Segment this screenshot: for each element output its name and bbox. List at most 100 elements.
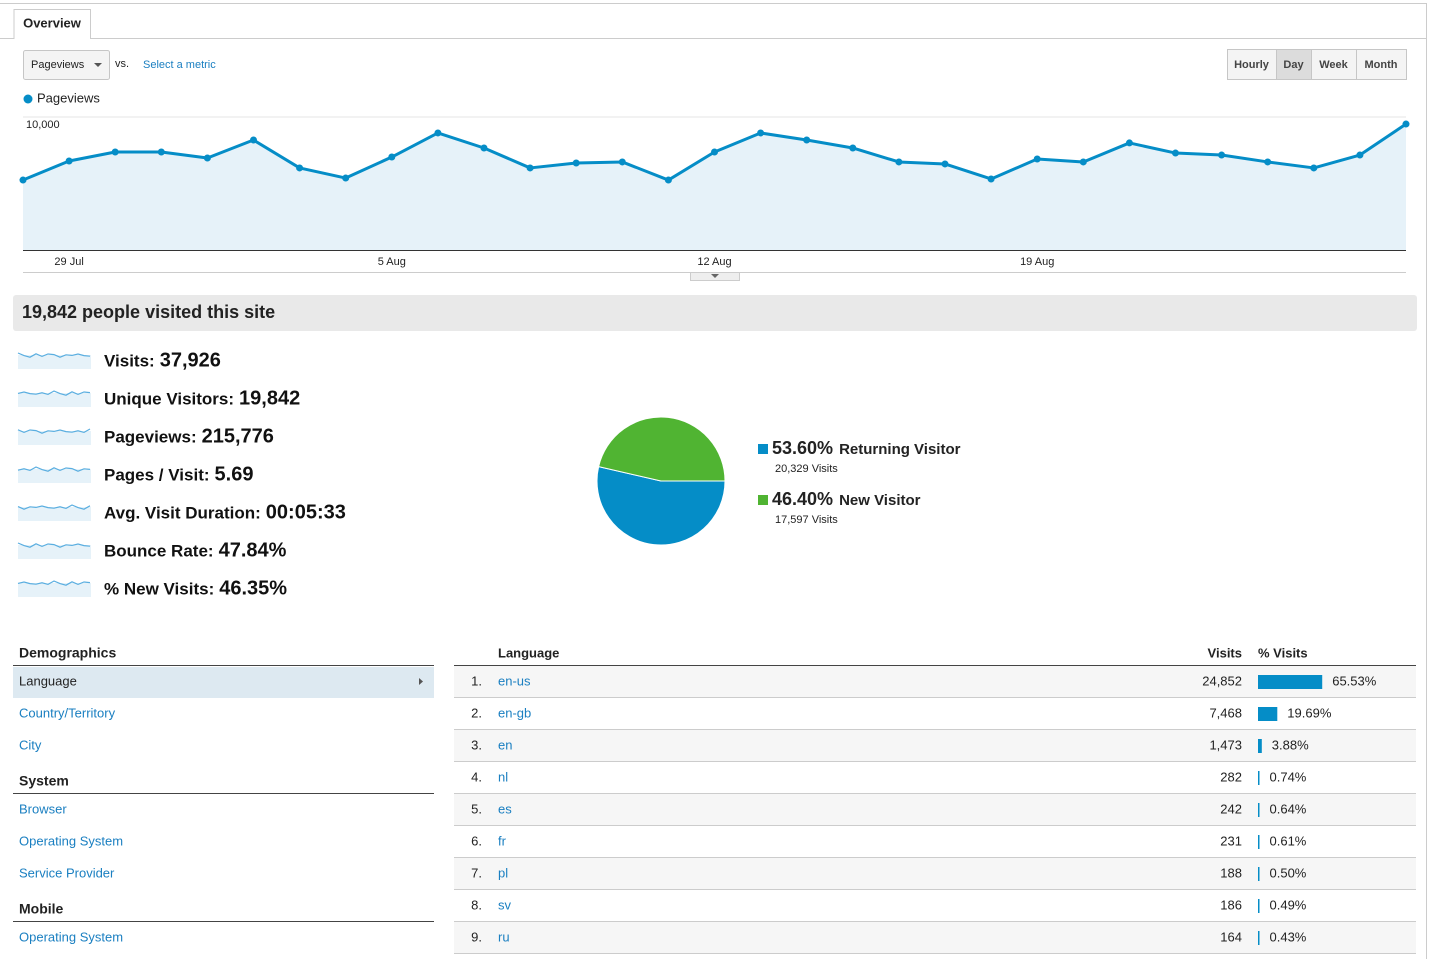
legend-label: Pageviews: [37, 90, 100, 105]
row-pct: 0.61%: [1270, 833, 1307, 848]
row-language[interactable]: pl: [498, 865, 508, 880]
interval-button[interactable]: [1356, 49, 1407, 80]
point: [572, 159, 580, 167]
point: [1172, 149, 1179, 157]
row-language[interactable]: es: [498, 801, 512, 816]
nav-arrow: [419, 678, 423, 685]
row-pct: 0.74%: [1270, 769, 1307, 784]
pie-percent: 53.60%: [772, 438, 833, 458]
metric-select[interactable]: [23, 50, 110, 80]
x-tick-label: 12 Aug: [697, 256, 731, 268]
vs-label: vs.: [115, 58, 129, 70]
metric-label: Avg. Visit Duration:: [104, 503, 261, 522]
pct-bar: [1258, 675, 1323, 689]
sparkline-area: [18, 469, 91, 483]
point: [203, 154, 211, 162]
sparkline: [17, 504, 91, 510]
point: [711, 148, 718, 156]
pie-slice: [596, 466, 726, 546]
row-language[interactable]: fr: [498, 833, 507, 848]
sparkline: [17, 352, 91, 358]
pct-bar: [1258, 707, 1278, 721]
select-metric-link[interactable]: Select a metric: [143, 59, 216, 71]
sparkline: [17, 580, 91, 586]
row-visits: 164: [1220, 929, 1242, 944]
interval-button[interactable]: [1227, 49, 1277, 80]
nav-item[interactable]: Operating System: [19, 929, 123, 944]
row-rank: 6.: [471, 833, 482, 848]
interval-label: Month: [1365, 59, 1398, 71]
row-rank: 9.: [471, 929, 482, 944]
interval-label: Week: [1319, 59, 1348, 71]
point: [895, 158, 903, 166]
nav-active: [13, 667, 434, 698]
point: [111, 148, 119, 156]
pct-bar: [1258, 931, 1260, 945]
row-language[interactable]: en: [498, 737, 512, 752]
point: [19, 176, 27, 184]
metric-label: Bounce Rate:: [104, 541, 214, 560]
row-rank: 5.: [471, 801, 482, 816]
nav-item[interactable]: City: [19, 737, 42, 752]
nav-item[interactable]: Browser: [19, 801, 67, 816]
point: [1218, 151, 1226, 159]
row-rank: 8.: [471, 897, 482, 912]
legend-swatch: [758, 495, 768, 505]
metric-label: Pages / Visit:: [104, 465, 210, 484]
row-visits: 7,468: [1209, 705, 1242, 720]
point: [664, 176, 672, 184]
table-header: Visits: [1208, 645, 1242, 660]
point: [296, 164, 304, 172]
row-language[interactable]: ru: [498, 929, 510, 944]
interval-label: Day: [1283, 59, 1304, 71]
point: [1125, 139, 1133, 147]
pct-bar: [1258, 803, 1260, 817]
pie-slice: [598, 416, 726, 482]
pct-bar: [1258, 867, 1260, 881]
row-pct: 19.69%: [1287, 705, 1332, 720]
metric-label: Pageviews:: [104, 427, 197, 446]
metric-value: 215,776: [202, 425, 274, 447]
point: [1402, 120, 1410, 128]
pie-category: New Visitor: [839, 492, 921, 509]
sparkline: [17, 390, 91, 396]
tab[interactable]: Overview: [23, 15, 82, 30]
metric-value: 46.35%: [219, 577, 287, 599]
row-pct: 0.43%: [1270, 929, 1307, 944]
sparkline-area: [18, 507, 91, 521]
point: [618, 158, 626, 166]
pie-count: 17,597 Visits: [775, 514, 838, 526]
nav-item[interactable]: Country/Territory: [19, 705, 116, 720]
point: [65, 157, 73, 165]
row-visits: 188: [1220, 865, 1242, 880]
row-visits: 186: [1220, 897, 1242, 912]
nav-item[interactable]: Operating System: [19, 833, 123, 848]
area: [23, 124, 1406, 250]
row-language[interactable]: nl: [498, 769, 508, 784]
nav-item[interactable]: Service Provider: [19, 865, 115, 880]
row-rank: 4.: [471, 769, 482, 784]
pie-category: Returning Visitor: [839, 441, 961, 458]
point: [941, 160, 949, 168]
nav-item[interactable]: Language: [19, 673, 77, 688]
legend-swatch: [758, 444, 768, 454]
point: [434, 129, 442, 137]
row-language[interactable]: sv: [498, 897, 512, 912]
row-visits: 242: [1220, 801, 1242, 816]
row-rank: 3.: [471, 737, 482, 752]
row-rank: 1.: [471, 673, 482, 688]
metric-label: Unique Visitors:: [104, 389, 234, 408]
row-pct: 0.64%: [1270, 801, 1307, 816]
table-row: [454, 730, 1416, 762]
point: [849, 144, 857, 152]
table-row: [454, 762, 1416, 794]
table-row: [454, 858, 1416, 890]
point: [1356, 151, 1364, 159]
table-row: [454, 826, 1416, 858]
dropdown-arrow: [94, 63, 102, 67]
row-language[interactable]: en-gb: [498, 705, 531, 720]
row-language[interactable]: en-us: [498, 673, 531, 688]
y-tick-label: 10,000: [26, 119, 60, 131]
pct-bar: [1258, 739, 1262, 753]
nav-section-title: Mobile: [19, 901, 64, 917]
